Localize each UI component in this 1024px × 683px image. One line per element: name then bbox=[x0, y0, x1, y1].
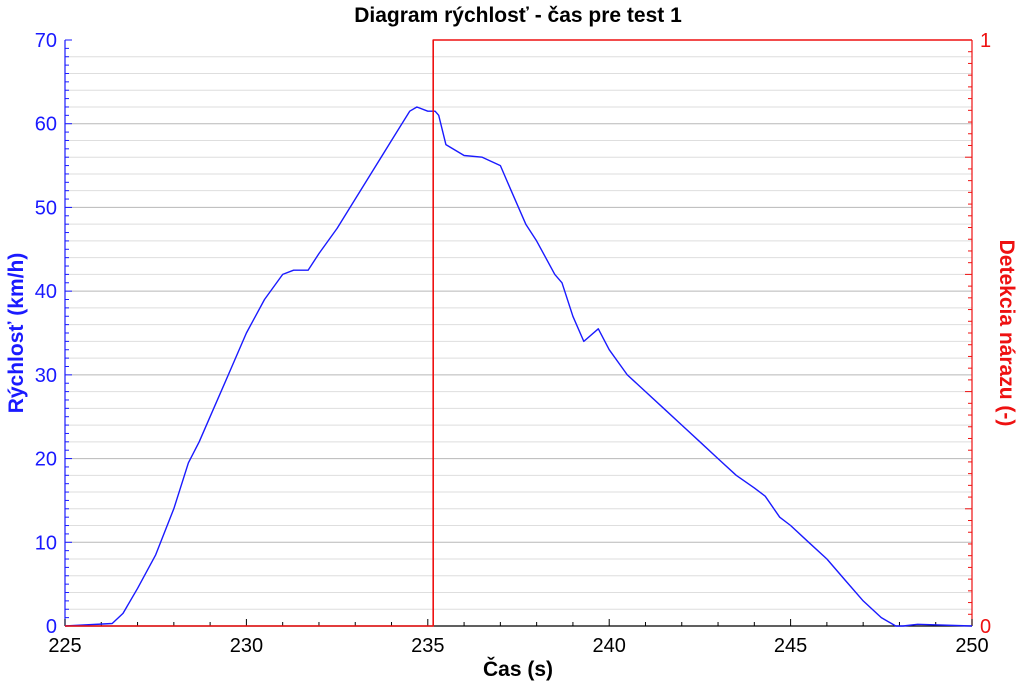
y-left-tick-label: 20 bbox=[35, 449, 57, 471]
x-tick-label: 230 bbox=[230, 635, 263, 657]
x-tick-label: 240 bbox=[593, 635, 626, 657]
y-left-tick-label: 50 bbox=[35, 197, 57, 219]
y-left-tick-label: 0 bbox=[46, 616, 57, 638]
x-tick-label: 250 bbox=[955, 635, 988, 657]
y-left-tick-label: 30 bbox=[35, 365, 57, 387]
impact-detection-line bbox=[65, 39, 972, 627]
y-left-tick-label: 70 bbox=[35, 30, 57, 52]
y-right-tick-label: 1 bbox=[980, 30, 991, 52]
series-layer bbox=[64, 39, 973, 627]
x-axis-label: Čas (s) bbox=[483, 657, 553, 681]
x-tick-label: 245 bbox=[774, 635, 807, 657]
y-axis-left-label: Rýchlosť (km/h) bbox=[5, 253, 28, 414]
chart-title: Diagram rýchlosť - čas pre test 1 bbox=[354, 4, 682, 27]
x-tick-label: 225 bbox=[48, 635, 81, 657]
speed-line bbox=[64, 106, 973, 627]
y-left-tick-label: 10 bbox=[35, 532, 57, 554]
y-left-tick-label: 40 bbox=[35, 281, 57, 303]
y-right-tick-label: 0 bbox=[980, 616, 991, 638]
y-left-tick-label: 60 bbox=[35, 114, 57, 136]
y-axis-right-label: Detekcia nárazu (-) bbox=[995, 240, 1018, 427]
x-tick-label: 235 bbox=[411, 635, 444, 657]
grid-layer bbox=[65, 56, 972, 610]
